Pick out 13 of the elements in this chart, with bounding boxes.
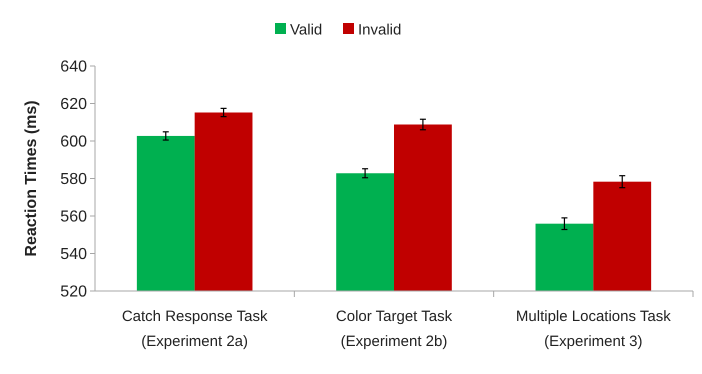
legend-label: Invalid	[358, 21, 402, 38]
y-tick-label: 560	[60, 208, 88, 226]
y-tick-label: 520	[60, 284, 88, 301]
y-tick-label: 640	[60, 58, 88, 76]
y-axis-title: Reaction Times (ms)	[23, 100, 40, 257]
legend-label: Valid	[290, 21, 322, 38]
y-tick-label: 620	[60, 96, 88, 114]
y-tick-label: 600	[60, 134, 88, 151]
x-tick-label: Catch Response Task (Experiment 2a)	[122, 308, 268, 350]
y-tick-label: 540	[60, 246, 88, 264]
y-tick-label: 580	[60, 171, 88, 188]
x-tick-label: Multiple Locations Task (Experiment 3)	[516, 308, 672, 350]
x-tick-label: Color Target Task (Experiment 2b)	[336, 308, 453, 350]
